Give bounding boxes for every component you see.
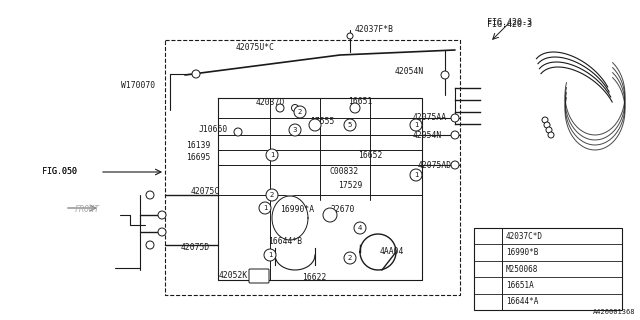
Circle shape — [451, 131, 459, 139]
Circle shape — [158, 228, 166, 236]
Circle shape — [294, 106, 306, 118]
Circle shape — [323, 208, 337, 222]
Text: 2: 2 — [348, 255, 352, 261]
Circle shape — [309, 119, 321, 131]
Text: 4: 4 — [358, 225, 362, 231]
Text: 5: 5 — [486, 299, 490, 305]
Text: FIG.420-3: FIG.420-3 — [488, 18, 532, 27]
Circle shape — [146, 191, 154, 199]
Circle shape — [350, 103, 360, 113]
Text: 2: 2 — [486, 250, 490, 256]
Circle shape — [234, 128, 242, 136]
Circle shape — [546, 127, 552, 133]
Circle shape — [544, 122, 550, 128]
Text: 1: 1 — [486, 233, 490, 239]
Circle shape — [483, 263, 493, 275]
Circle shape — [344, 252, 356, 264]
Text: 16652: 16652 — [358, 150, 382, 159]
Text: M250068: M250068 — [506, 265, 538, 274]
Bar — [474, 228, 622, 310]
Text: 16651A: 16651A — [506, 281, 534, 290]
Circle shape — [291, 105, 298, 111]
Circle shape — [289, 124, 301, 136]
Text: 17555: 17555 — [310, 117, 334, 126]
Circle shape — [451, 161, 459, 169]
Circle shape — [146, 241, 154, 249]
Text: 4: 4 — [486, 282, 490, 288]
Circle shape — [451, 114, 459, 122]
Text: 1: 1 — [413, 122, 419, 128]
Circle shape — [192, 70, 200, 78]
Text: 22670: 22670 — [330, 205, 355, 214]
Circle shape — [410, 169, 422, 181]
Circle shape — [441, 71, 449, 79]
Circle shape — [264, 249, 276, 261]
Text: A420001368: A420001368 — [593, 309, 635, 315]
Circle shape — [266, 149, 278, 161]
Text: 16990*B: 16990*B — [506, 248, 538, 257]
Text: 42075D: 42075D — [180, 244, 210, 252]
Text: 3: 3 — [486, 266, 490, 272]
Circle shape — [483, 247, 493, 258]
Text: 2: 2 — [270, 192, 274, 198]
Polygon shape — [272, 196, 308, 240]
Text: 16622: 16622 — [302, 274, 326, 283]
Text: 3: 3 — [292, 127, 297, 133]
Text: 1: 1 — [263, 205, 268, 211]
Text: 16139: 16139 — [186, 140, 210, 149]
Circle shape — [276, 104, 284, 112]
Circle shape — [542, 117, 548, 123]
Text: 16990*A: 16990*A — [280, 205, 314, 214]
FancyBboxPatch shape — [249, 269, 269, 283]
Text: 16644*A: 16644*A — [506, 297, 538, 306]
Text: 42037F*B: 42037F*B — [355, 26, 394, 35]
Circle shape — [354, 222, 366, 234]
Text: 1: 1 — [269, 152, 275, 158]
Text: 2: 2 — [298, 109, 302, 115]
Text: 1: 1 — [268, 252, 272, 258]
Circle shape — [158, 211, 166, 219]
Circle shape — [410, 119, 422, 131]
Circle shape — [259, 202, 271, 214]
Circle shape — [548, 132, 554, 138]
Text: 4AA04: 4AA04 — [380, 247, 404, 257]
Circle shape — [347, 33, 353, 39]
Text: 1: 1 — [413, 172, 419, 178]
Text: C00832: C00832 — [330, 167, 359, 177]
Circle shape — [483, 280, 493, 291]
Text: FIG.050: FIG.050 — [42, 167, 77, 177]
Text: 42075U*C: 42075U*C — [236, 44, 275, 52]
Text: 16695: 16695 — [186, 153, 210, 162]
Text: 42052K: 42052K — [219, 270, 248, 279]
Text: FIG.420-3: FIG.420-3 — [488, 20, 532, 29]
Text: J10660: J10660 — [199, 125, 228, 134]
Circle shape — [483, 231, 493, 242]
Text: 42075AD: 42075AD — [418, 161, 452, 170]
Text: FRONT: FRONT — [75, 205, 100, 214]
Text: 5: 5 — [348, 122, 352, 128]
Text: 16644*B: 16644*B — [268, 237, 302, 246]
Text: 42037C*D: 42037C*D — [506, 232, 543, 241]
Text: 42075C: 42075C — [191, 188, 220, 196]
Text: FIG.050: FIG.050 — [42, 167, 77, 177]
Circle shape — [266, 189, 278, 201]
Text: 42075AA: 42075AA — [413, 114, 447, 123]
Text: 16651: 16651 — [348, 98, 372, 107]
Circle shape — [483, 296, 493, 307]
Circle shape — [344, 119, 356, 131]
Text: W170070: W170070 — [121, 82, 155, 91]
Text: 42054N: 42054N — [395, 68, 424, 76]
Text: 42054N: 42054N — [413, 131, 442, 140]
Text: 17529: 17529 — [338, 180, 362, 189]
Text: 42037Q: 42037Q — [255, 98, 285, 107]
